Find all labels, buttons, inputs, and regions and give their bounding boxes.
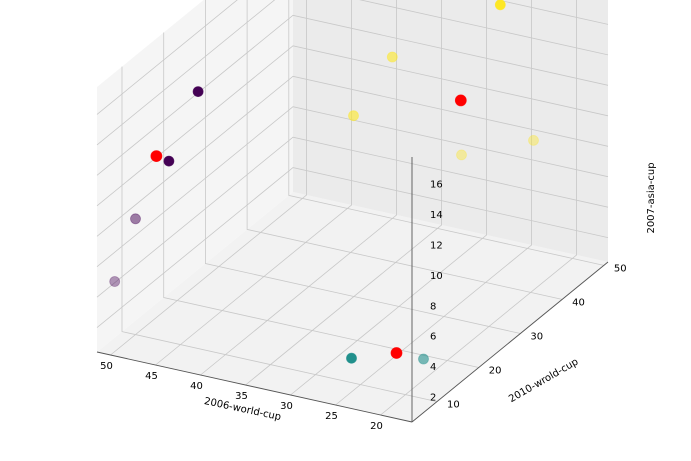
z-tick-label: 12 [430, 240, 443, 251]
y-axis-line [411, 261, 609, 423]
z-axis-label: 2007-asia-cup [646, 162, 657, 233]
x-axis-line [96, 351, 413, 423]
y-axis-label: 2010-wrold-cup [507, 357, 580, 406]
y-tick-label: 20 [489, 366, 502, 377]
z-tick-label: 8 [430, 301, 436, 312]
x-tick-label: 45 [145, 371, 158, 382]
side-pane [97, 0, 293, 352]
axis-panes [97, 0, 608, 422]
y-tick-label: 10 [447, 400, 460, 411]
data-point [386, 51, 398, 63]
data-point [192, 86, 204, 97]
z-tick-label: 10 [430, 271, 443, 282]
z-grid-line [96, 167, 609, 328]
y-tick-label: 30 [530, 331, 543, 342]
z-tick-label: 14 [430, 210, 443, 221]
x-tick-label: 30 [280, 401, 293, 412]
back-pane [293, 0, 608, 262]
floor-pane [97, 192, 608, 422]
x-tick-label: 50 [100, 361, 113, 372]
cluster-center-point [390, 347, 403, 359]
x-tick-label: 35 [235, 391, 248, 402]
data-point [346, 352, 357, 364]
grid-lines [96, 0, 609, 423]
data-point [109, 276, 121, 287]
y-tick-label: 50 [614, 263, 627, 274]
z-grid-line [96, 45, 609, 207]
z-tick-label: 16 [430, 179, 443, 190]
data-point [163, 155, 175, 167]
z-tick-label: 6 [430, 332, 436, 343]
z-grid-line [96, 75, 609, 237]
x-tick-label: 25 [325, 411, 338, 422]
cluster-center-point [454, 94, 467, 107]
z-grid-line [96, 0, 609, 146]
z-tick-label: 2 [430, 393, 436, 404]
z-grid-line [96, 106, 609, 268]
z-grid-line [96, 14, 609, 176]
z-tick-label: 4 [430, 362, 436, 373]
data-point [130, 213, 141, 225]
tick-labels: 20 25 30 35 40 45 50 10 20 30 40 50 2 4 6 8 10 12 14 16 [100, 179, 626, 432]
data-point [348, 110, 359, 122]
cluster-center-point [150, 150, 163, 163]
x-tick-label: 40 [190, 381, 203, 392]
x-tick-label: 20 [370, 421, 383, 432]
z-grid-line [96, 136, 609, 298]
y-tick-label: 40 [572, 297, 585, 308]
data-points [109, 0, 539, 365]
data-point [494, 0, 506, 11]
data-point [418, 353, 429, 365]
data-point [456, 149, 467, 161]
data-point [528, 134, 539, 146]
